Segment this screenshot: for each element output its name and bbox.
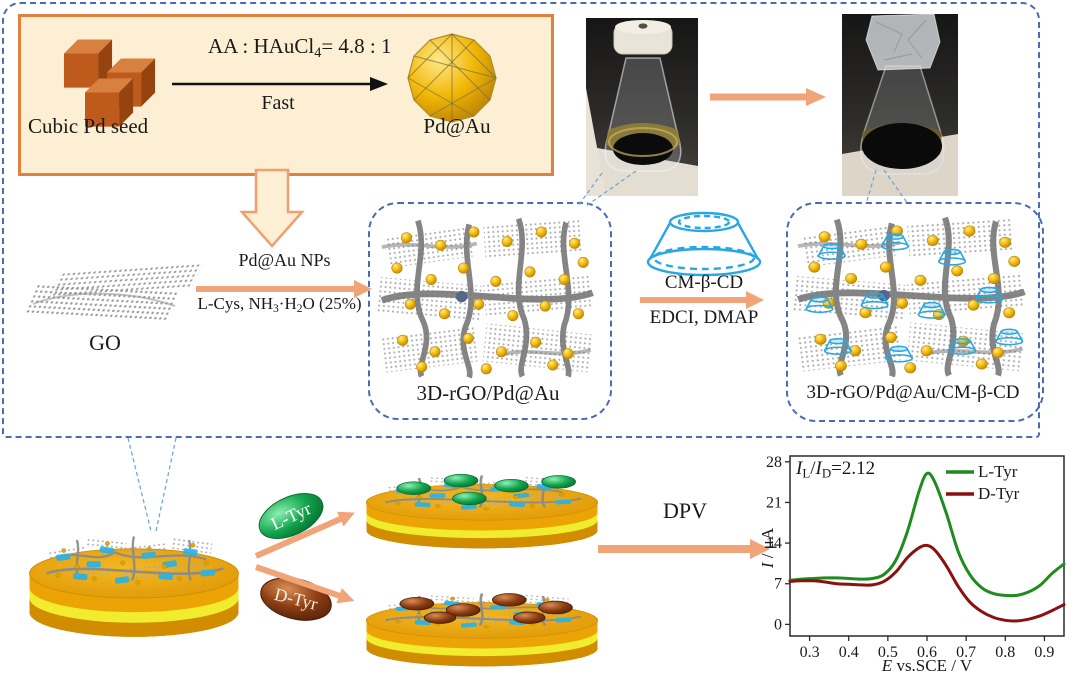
svg-text:0: 0 xyxy=(774,616,782,633)
dpv-chart: 0.3 0.4 0.5 0.6 0.7 0.8 0.9 0 7 14 21 28 L-Tyr D-Tyr … xyxy=(750,448,1080,681)
svg-text:D-Tyr: D-Tyr xyxy=(978,484,1020,503)
network-a-box xyxy=(368,202,612,420)
step1-reagent-below: L-Cys, NH3·H2O (25%) xyxy=(197,294,362,316)
step1-reagent-above: Pd@Au NPs xyxy=(238,250,331,270)
flask-photo-2 xyxy=(842,13,958,196)
reaction-arrow xyxy=(172,77,388,91)
svg-text:0.3: 0.3 xyxy=(800,644,820,661)
reagent-ratio-text: AA : HAuCl4= 4.8 : 1 xyxy=(208,34,392,61)
seed-label: Cubic Pd seed xyxy=(28,114,149,138)
l-tyr-ellipse: L-Tyr xyxy=(258,493,324,539)
flask-photo-1 xyxy=(586,18,698,196)
network-3d-rgo-pdau xyxy=(377,219,593,378)
svg-text:0.9: 0.9 xyxy=(1034,644,1054,661)
svg-text:0.4: 0.4 xyxy=(839,644,859,661)
dpv-label: DPV xyxy=(662,498,707,523)
dpv-arrow xyxy=(598,539,770,559)
svg-text:L-Tyr: L-Tyr xyxy=(978,462,1018,481)
svg-text:28: 28 xyxy=(766,454,782,471)
step1-arrow xyxy=(196,280,372,298)
peak-ratio-annotation: IL/ID=2.12 xyxy=(796,458,876,481)
electrode-l-tyr xyxy=(364,473,600,550)
y-axis-label: I / μA xyxy=(758,527,777,569)
go-sheet-icon xyxy=(23,263,204,322)
x-axis-label: E vs.SCE / V xyxy=(881,656,973,675)
step2-reagent-above: CM-β-CD xyxy=(664,272,744,293)
svg-text:0.8: 0.8 xyxy=(995,644,1015,661)
step2-reagent-below: EDCI, DMAP xyxy=(649,307,759,328)
svg-text:0.7: 0.7 xyxy=(956,644,976,661)
svg-text:0.5: 0.5 xyxy=(878,644,898,661)
electrode-bare xyxy=(28,534,240,639)
l-tyr-arrow xyxy=(254,511,355,559)
step2-arrow xyxy=(640,291,764,309)
network-b-box xyxy=(786,202,1044,422)
callout-lines xyxy=(127,169,909,532)
svg-text:14: 14 xyxy=(766,535,782,552)
block-down-arrow xyxy=(239,168,305,248)
product-label: Pd@Au xyxy=(423,114,491,138)
d-tyr-arrow xyxy=(255,564,355,604)
network-b-label: 3D-rGO/Pd@Au/CM-β-CD xyxy=(806,382,1020,403)
svg-text:7: 7 xyxy=(774,576,782,593)
network-a-label: 3D-rGO/Pd@Au xyxy=(416,381,560,405)
reaction-condition: Fast xyxy=(261,92,295,114)
dpv-plot-area: 0.3 0.4 0.5 0.6 0.7 0.8 0.9 0 7 14 21 28 L-Tyr D-Tyr xyxy=(766,454,1066,661)
network-3d-rgo-pdau-cmbcd xyxy=(793,218,1025,377)
go-label: GO xyxy=(89,330,121,355)
electrode-d-tyr xyxy=(364,591,600,668)
flask-step-arrow xyxy=(710,88,826,106)
svg-text:21: 21 xyxy=(766,494,782,511)
svg-text:0.6: 0.6 xyxy=(917,644,937,661)
pd-au-nanoparticle-icon xyxy=(407,33,497,123)
cd-cone-icon xyxy=(646,211,762,277)
